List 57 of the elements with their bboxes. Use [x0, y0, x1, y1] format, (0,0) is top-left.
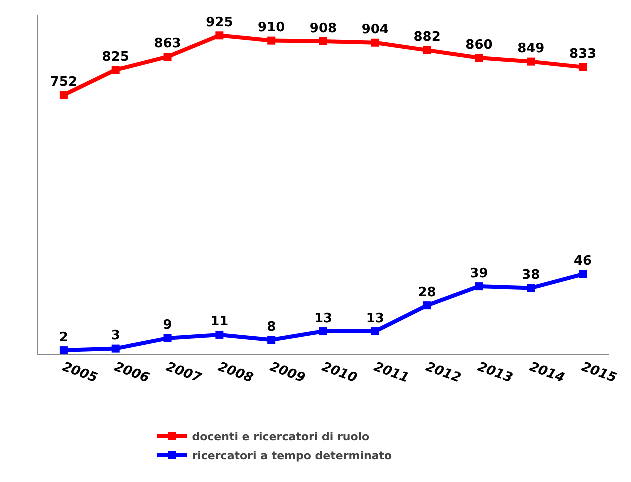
data-label: 28 [418, 285, 436, 300]
point [371, 38, 380, 47]
data-label: 13 [314, 311, 333, 326]
point [320, 328, 328, 336]
data-label: 825 [102, 50, 130, 65]
point [112, 66, 120, 74]
x-tick-label: 2006 [112, 360, 152, 386]
point [60, 346, 68, 355]
point [60, 91, 68, 100]
point [320, 38, 328, 46]
data-label: 9 [163, 318, 172, 334]
data-label: 910 [258, 20, 286, 36]
point [216, 32, 224, 40]
data-label: 11 [210, 314, 229, 330]
data-label: 38 [522, 268, 540, 284]
point [423, 46, 432, 54]
legend-label: docenti e ricercatori di ruolo [192, 430, 370, 444]
data-label: 46 [574, 254, 592, 270]
data-label: 908 [310, 21, 338, 36]
point [475, 282, 484, 291]
point [371, 328, 380, 336]
data-label: 882 [414, 30, 441, 46]
x-tick-label: 2015 [579, 360, 619, 386]
x-tick-label: 2013 [476, 360, 515, 386]
data-label: 849 [518, 42, 545, 57]
x-tick-label: 2011 [372, 360, 411, 386]
x-tick-label: 2014 [528, 360, 567, 386]
data-label: 863 [154, 36, 182, 52]
x-tick-label: 2005 [60, 360, 100, 386]
point [268, 36, 276, 45]
point [216, 330, 224, 339]
point [579, 63, 588, 72]
data-label: 833 [569, 47, 597, 62]
point [475, 54, 484, 62]
point [527, 58, 536, 66]
point [268, 336, 276, 344]
data-label: 39 [470, 266, 488, 282]
data-label: 2 [59, 330, 68, 346]
point [527, 284, 536, 292]
x-tick-label: 2008 [216, 360, 256, 386]
x-tick-label: 2007 [164, 360, 204, 387]
data-label: 13 [366, 311, 384, 326]
data-label: 752 [50, 74, 78, 90]
data-label: 8 [267, 320, 276, 335]
point [112, 344, 120, 353]
x-tick-label: 2009 [268, 360, 308, 386]
point [579, 270, 588, 278]
x-tick-label: 2010 [320, 360, 360, 386]
x-tick-label: 2012 [424, 360, 463, 386]
data-label: 904 [362, 22, 389, 38]
point [164, 334, 172, 342]
data-label: 925 [206, 15, 234, 30]
point [423, 302, 432, 310]
legend-label: ricercatori a tempo determinato [192, 450, 392, 463]
data-label: 3 [111, 328, 120, 344]
data-label: 860 [466, 38, 493, 53]
point [164, 52, 172, 61]
